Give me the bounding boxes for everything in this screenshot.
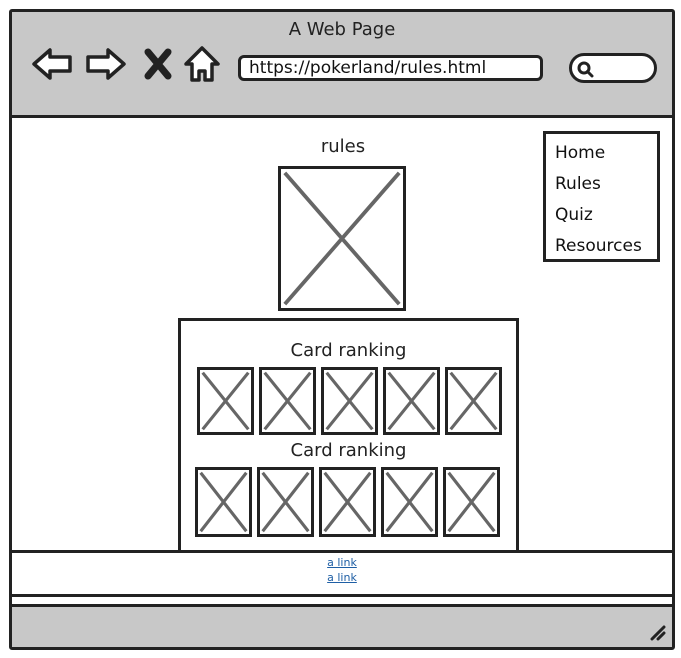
card-ranking-label: Card ranking bbox=[290, 340, 407, 361]
page-content: rules Home Rules Quiz Resources Card ran… bbox=[12, 118, 672, 550]
card-image-placeholder bbox=[257, 467, 314, 537]
search-icon bbox=[577, 61, 594, 78]
window-title: A Web Page bbox=[288, 19, 396, 40]
nav-item-quiz[interactable]: Quiz bbox=[555, 205, 593, 225]
nav-item-home[interactable]: Home bbox=[555, 143, 606, 163]
card-image-placeholder bbox=[197, 367, 254, 435]
card-image-placeholder bbox=[381, 467, 438, 537]
footer-link[interactable]: a link bbox=[327, 571, 357, 584]
back-arrow-icon[interactable] bbox=[30, 44, 74, 84]
card-image-placeholder bbox=[195, 467, 252, 537]
browser-window: A Web Page https://pokerland/rules.html … bbox=[9, 9, 675, 650]
nav-item-resources[interactable]: Resources bbox=[555, 236, 642, 256]
browser-toolbar: A Web Page https://pokerland/rules.html bbox=[12, 12, 672, 118]
card-image-placeholder bbox=[383, 367, 440, 435]
forward-arrow-icon[interactable] bbox=[84, 44, 128, 84]
side-nav-menu: Home Rules Quiz Resources bbox=[543, 131, 660, 262]
card-image-placeholder bbox=[319, 467, 376, 537]
nav-item-rules[interactable]: Rules bbox=[555, 174, 601, 194]
close-x-icon[interactable] bbox=[140, 44, 176, 84]
page-title: rules bbox=[320, 136, 366, 157]
hero-image-placeholder bbox=[278, 166, 406, 311]
card-image-placeholder bbox=[321, 367, 378, 435]
page-footer: a link a link bbox=[12, 550, 672, 597]
card-image-placeholder bbox=[445, 367, 502, 435]
status-bar bbox=[12, 604, 672, 647]
home-icon[interactable] bbox=[182, 44, 222, 84]
card-ranking-panel: Card ranking Card ranking bbox=[178, 318, 519, 550]
footer-link[interactable]: a link bbox=[327, 556, 357, 569]
address-bar[interactable]: https://pokerland/rules.html bbox=[238, 55, 543, 81]
resize-grip-icon[interactable] bbox=[646, 621, 666, 641]
card-ranking-label: Card ranking bbox=[290, 440, 407, 461]
search-field[interactable] bbox=[569, 53, 657, 83]
card-image-placeholder bbox=[259, 367, 316, 435]
card-image-placeholder bbox=[443, 467, 500, 537]
